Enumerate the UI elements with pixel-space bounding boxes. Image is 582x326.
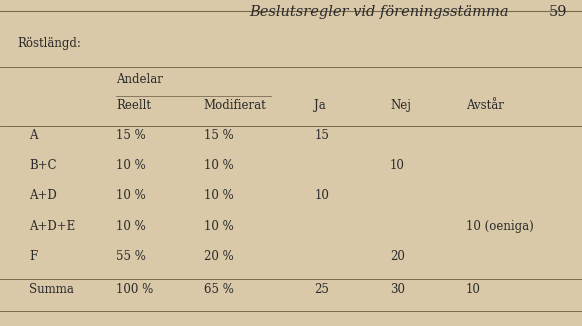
Text: 30: 30 [390, 283, 405, 296]
Text: Nej: Nej [390, 99, 411, 112]
Text: 10: 10 [314, 189, 329, 202]
Text: 20 %: 20 % [204, 250, 233, 263]
Text: 100 %: 100 % [116, 283, 154, 296]
Text: 25: 25 [314, 283, 329, 296]
Text: 10 %: 10 % [204, 159, 233, 172]
Text: 10 (oeniga): 10 (oeniga) [466, 220, 533, 233]
Text: Modifierat: Modifierat [204, 99, 267, 112]
Text: 15: 15 [314, 129, 329, 142]
Text: Reellt: Reellt [116, 99, 151, 112]
Text: Röstlängd:: Röstlängd: [17, 37, 81, 51]
Text: Beslutsregler vid föreningsstämma: Beslutsregler vid föreningsstämma [250, 5, 509, 19]
Text: 10 %: 10 % [116, 189, 146, 202]
Text: F: F [29, 250, 37, 263]
Text: 10 %: 10 % [204, 220, 233, 233]
Text: 15 %: 15 % [116, 129, 146, 142]
Text: 10 %: 10 % [116, 220, 146, 233]
Text: Summa: Summa [29, 283, 74, 296]
Text: 10 %: 10 % [116, 159, 146, 172]
Text: 10 %: 10 % [204, 189, 233, 202]
Text: 55 %: 55 % [116, 250, 146, 263]
Text: A: A [29, 129, 38, 142]
Text: 59: 59 [549, 5, 567, 19]
Text: 15 %: 15 % [204, 129, 233, 142]
Text: Andelar: Andelar [116, 73, 164, 86]
Text: A+D: A+D [29, 189, 57, 202]
Text: Ja: Ja [314, 99, 326, 112]
Text: A+D+E: A+D+E [29, 220, 75, 233]
Text: 65 %: 65 % [204, 283, 233, 296]
Text: 10: 10 [390, 159, 405, 172]
Text: B+C: B+C [29, 159, 56, 172]
Text: Avstår: Avstår [466, 99, 503, 112]
Text: 20: 20 [390, 250, 405, 263]
Text: 10: 10 [466, 283, 481, 296]
